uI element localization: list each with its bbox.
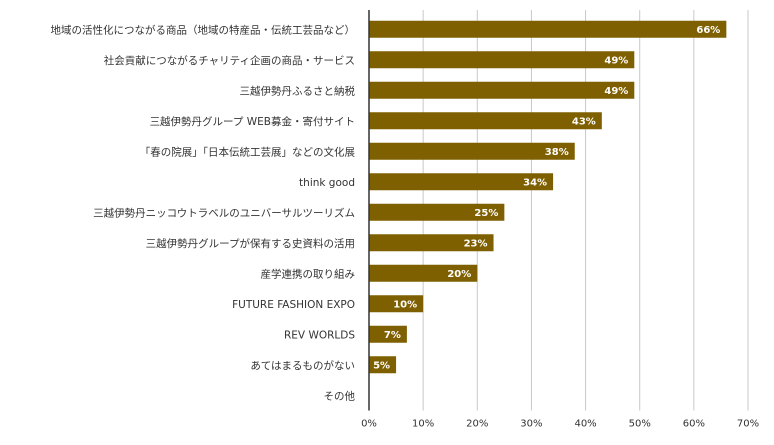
bars: 66% 49% 49% 43% 38% 34% 25% 23% 20% 10% 7% 5% <box>369 20 727 374</box>
x-tick-label: 30% <box>520 419 542 430</box>
data-label: 10% <box>393 299 417 310</box>
data-label: 66% <box>696 25 720 36</box>
category-label: 三越伊勢丹ふるさと納税 <box>240 84 356 97</box>
category-label: 「春の院展」「日本伝統工芸展」などの文化展 <box>140 145 356 158</box>
bar <box>369 234 494 252</box>
x-tick-label: 40% <box>574 419 596 430</box>
category-label: 三越伊勢丹グループ WEB募金・寄付サイト <box>150 115 355 128</box>
category-label: 三越伊勢丹グループが保有する史資料の活用 <box>146 237 355 250</box>
bar <box>369 325 407 343</box>
data-label: 38% <box>545 147 569 158</box>
bar <box>369 142 575 160</box>
bar <box>369 203 505 221</box>
category-label: 社会貢献につながるチャリティ企画の商品・サービス <box>104 54 355 67</box>
bar <box>369 81 635 99</box>
x-tick-label: 10% <box>412 419 434 430</box>
bar <box>369 295 424 313</box>
category-label: 産学連携の取り組み <box>261 267 356 280</box>
category-label: FUTURE FASHION EXPO <box>232 299 355 311</box>
bar <box>369 173 554 191</box>
x-tick-label: 20% <box>466 419 488 430</box>
category-label: 三越伊勢丹ニッコウトラベルのユニバーサルツーリズム <box>93 206 355 219</box>
x-tick-label: 70% <box>737 419 759 430</box>
bar <box>369 356 397 374</box>
category-label: 地域の活性化につながる商品（地域の特産品・伝統工芸品など） <box>51 23 356 36</box>
category-label: REV WORLDS <box>284 329 355 341</box>
x-tick-label: 60% <box>683 419 705 430</box>
x-tick-labels: 0% 10% 20% 30% 40% 50% 60% 70% <box>361 419 759 430</box>
x-tick-label: 50% <box>629 419 651 430</box>
data-label: 20% <box>447 269 471 280</box>
x-tick-label: 0% <box>361 419 377 430</box>
bar <box>369 264 478 282</box>
data-label: 5% <box>373 360 390 371</box>
data-label: 49% <box>604 55 628 66</box>
data-label: 23% <box>464 238 488 249</box>
data-label: 25% <box>474 208 498 219</box>
bar <box>369 51 635 69</box>
bar <box>369 20 727 38</box>
category-label: あてはまるものがない <box>250 359 355 372</box>
gridlines <box>422 10 749 411</box>
data-label: 43% <box>572 116 596 127</box>
bar <box>369 112 602 130</box>
data-label: 34% <box>523 177 547 188</box>
category-labels: 地域の活性化につながる商品（地域の特産品・伝統工芸品など） 社会貢献につながるチャ… <box>51 23 356 402</box>
data-label: 7% <box>384 330 401 341</box>
category-label: think good <box>299 177 355 189</box>
category-label: その他 <box>324 389 356 402</box>
data-label: 49% <box>604 86 628 97</box>
